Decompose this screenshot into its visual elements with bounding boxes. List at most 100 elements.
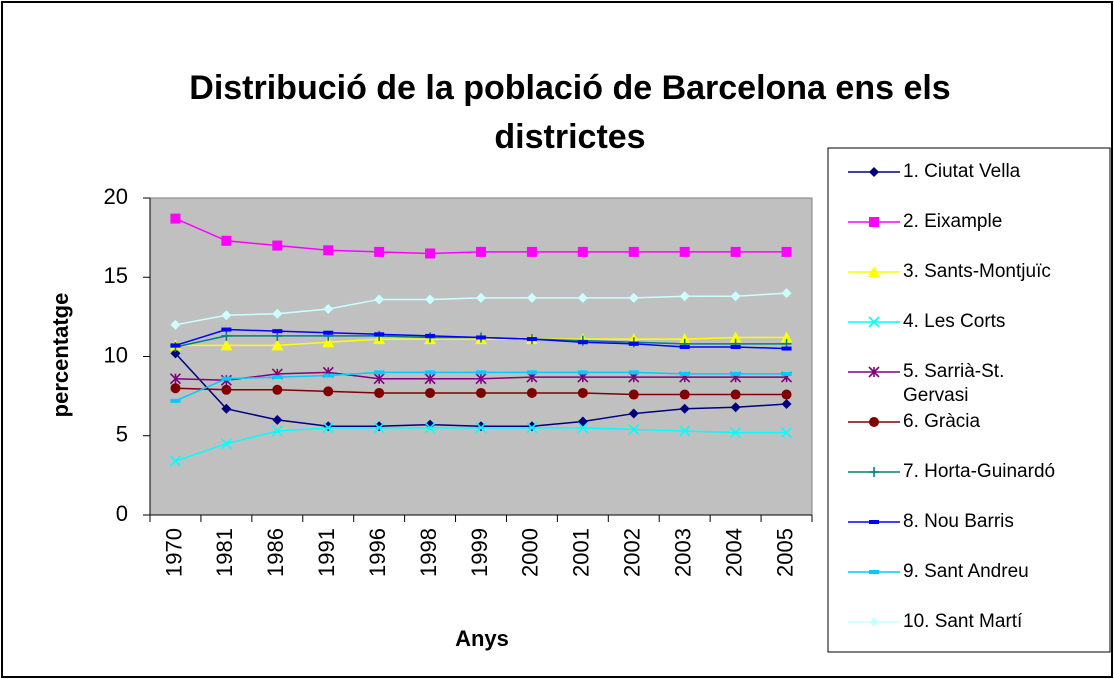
marker [221, 384, 232, 395]
marker [577, 387, 588, 398]
chart-title: Distribució de la població de Barcelona … [189, 69, 951, 156]
marker [170, 398, 181, 403]
marker [679, 344, 690, 349]
marker [679, 371, 690, 376]
marker [780, 427, 793, 439]
marker [271, 425, 283, 437]
x-tick-label: 1999 [467, 528, 492, 577]
marker [323, 303, 334, 314]
x-tick-label: 1981 [212, 528, 237, 577]
marker [424, 422, 436, 434]
marker [272, 384, 283, 395]
marker [679, 389, 690, 400]
marker [526, 337, 537, 342]
marker [221, 310, 232, 321]
marker [869, 617, 879, 627]
y-tick-label: 5 [116, 422, 128, 447]
marker [628, 292, 639, 303]
legend-label: 10. Sant Martí [903, 611, 1023, 632]
marker [679, 403, 690, 414]
marker [272, 375, 283, 380]
marker [476, 370, 486, 375]
marker [374, 294, 385, 305]
marker [628, 370, 639, 375]
y-axis-label: percentatge [48, 293, 73, 418]
marker [272, 414, 283, 425]
legend-label: 8. Nou Barris [903, 511, 1014, 532]
marker [272, 329, 283, 334]
marker [425, 294, 436, 305]
marker [170, 383, 181, 394]
marker [628, 341, 639, 346]
y-tick-label: 0 [116, 501, 128, 526]
y-tick-label: 10 [104, 342, 128, 367]
marker [730, 427, 742, 439]
marker [323, 373, 334, 378]
marker [373, 373, 385, 385]
marker [272, 240, 283, 251]
marker [475, 373, 487, 385]
marker [221, 330, 232, 341]
marker [869, 520, 879, 524]
marker [679, 291, 690, 302]
marker [781, 246, 792, 257]
marker [170, 348, 181, 359]
marker [374, 370, 385, 375]
marker [577, 292, 588, 303]
marker [425, 370, 436, 375]
marker [170, 213, 181, 224]
marker [781, 389, 792, 400]
marker [730, 291, 741, 302]
x-tick-label: 2005 [772, 528, 797, 577]
marker [526, 292, 537, 303]
marker [781, 371, 792, 376]
marker [220, 438, 232, 450]
marker [476, 387, 486, 398]
marker [374, 246, 385, 257]
marker [868, 316, 880, 328]
y-tick-label: 20 [104, 184, 128, 209]
marker [374, 387, 385, 398]
legend-label: 1. Ciutat Vella [903, 161, 1021, 182]
marker [323, 245, 334, 256]
marker [475, 422, 487, 434]
marker [869, 167, 879, 177]
marker [781, 346, 792, 351]
plot-area [149, 197, 813, 516]
legend-label: 6. Gràcia [903, 411, 981, 432]
marker [868, 366, 880, 378]
marker [170, 343, 181, 348]
marker [476, 421, 486, 432]
x-tick-label: 1996 [365, 528, 390, 577]
x-tick-label: 1986 [263, 528, 288, 577]
legend-label: 4. Les Corts [903, 311, 1006, 332]
marker [322, 336, 335, 348]
marker [374, 421, 385, 432]
marker [679, 425, 691, 437]
marker [476, 292, 486, 303]
marker [526, 387, 537, 398]
x-axis-label: Anys [455, 626, 509, 651]
marker [425, 333, 436, 338]
x-tick-label: 2000 [518, 528, 543, 577]
marker [868, 266, 880, 277]
marker [628, 246, 639, 257]
marker [780, 331, 793, 343]
marker [628, 423, 640, 435]
x-tick-label: 2002 [620, 528, 645, 577]
marker [526, 370, 537, 375]
marker [476, 246, 486, 257]
marker [526, 246, 537, 257]
legend-label: 7. Horta-Guinardó [903, 461, 1056, 482]
marker [730, 402, 741, 413]
x-tick-label: 1991 [314, 528, 339, 577]
marker [730, 371, 741, 376]
marker [781, 288, 792, 299]
marker [577, 422, 589, 434]
marker [169, 373, 182, 385]
marker [373, 422, 385, 434]
marker [628, 408, 639, 419]
legend-box [827, 147, 1111, 653]
